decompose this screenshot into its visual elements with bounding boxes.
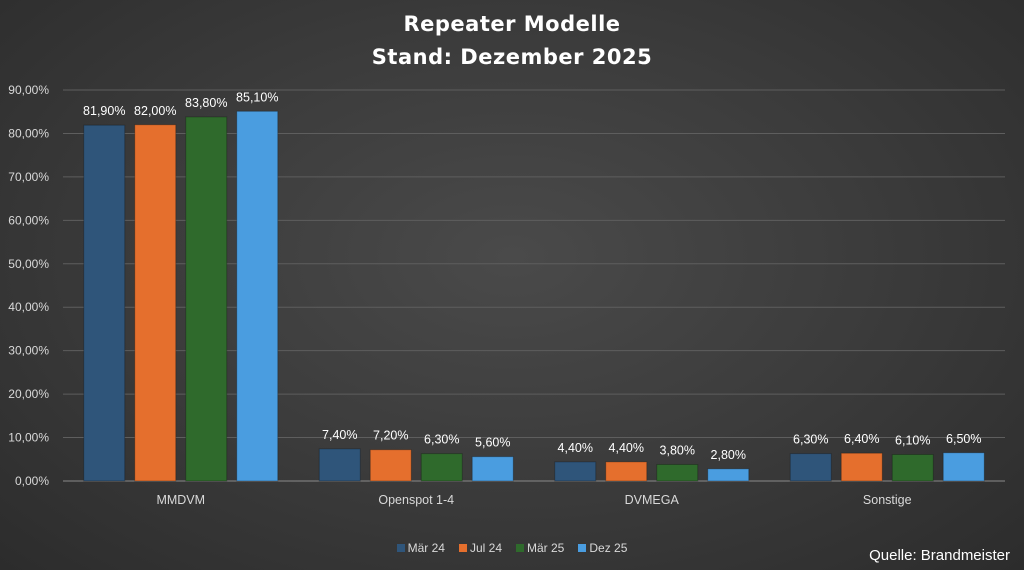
bar bbox=[318, 448, 361, 482]
data-label: 81,90% bbox=[83, 104, 125, 118]
bar bbox=[942, 452, 985, 482]
legend-label: Mär 24 bbox=[407, 541, 445, 555]
bar bbox=[840, 452, 883, 482]
legend-item: Dez 25 bbox=[578, 541, 627, 555]
legend-label: Jul 24 bbox=[469, 541, 502, 555]
bar bbox=[134, 124, 177, 482]
legend-swatch bbox=[458, 544, 467, 552]
y-tick-label: 90,00% bbox=[8, 83, 49, 97]
legend-item: Mär 25 bbox=[516, 541, 564, 555]
data-label: 2,80% bbox=[711, 448, 746, 462]
data-label: 3,80% bbox=[660, 443, 695, 457]
y-tick-label: 50,00% bbox=[8, 257, 49, 271]
data-label: 85,10% bbox=[236, 90, 278, 104]
bar bbox=[185, 116, 228, 482]
legend-label: Dez 25 bbox=[589, 541, 628, 555]
bar bbox=[605, 461, 648, 482]
data-label: 7,40% bbox=[322, 428, 357, 442]
x-tick-label: DVMEGA bbox=[625, 493, 680, 507]
data-label: 6,10% bbox=[895, 433, 930, 447]
bar bbox=[471, 456, 514, 482]
y-tick-label: 80,00% bbox=[8, 126, 49, 140]
x-tick-label: Sonstige bbox=[863, 493, 912, 507]
legend-item: Jul 24 bbox=[458, 541, 502, 555]
data-label: 83,80% bbox=[185, 96, 227, 110]
chart-subtitle: Stand: Dezember 2025 bbox=[371, 45, 653, 69]
data-label: 6,30% bbox=[424, 433, 459, 447]
data-label: 6,40% bbox=[844, 432, 879, 446]
bar bbox=[554, 461, 597, 482]
legend-swatch bbox=[516, 544, 524, 552]
y-tick-label: 10,00% bbox=[8, 431, 49, 445]
bar bbox=[420, 453, 463, 482]
y-tick-label: 30,00% bbox=[8, 344, 49, 358]
y-tick-label: 0,00% bbox=[15, 474, 49, 488]
data-label: 4,40% bbox=[609, 441, 644, 455]
data-label: 6,50% bbox=[946, 432, 981, 446]
data-label: 5,60% bbox=[475, 436, 510, 450]
data-label: 6,30% bbox=[793, 433, 828, 447]
bar bbox=[789, 453, 832, 482]
bar bbox=[369, 449, 412, 482]
x-tick-label: MMDVM bbox=[156, 493, 205, 507]
bar bbox=[656, 463, 699, 482]
legend-label: Mär 25 bbox=[527, 541, 565, 555]
bar bbox=[236, 110, 279, 482]
data-label: 82,00% bbox=[134, 104, 176, 118]
legend-item: Mär 24 bbox=[396, 541, 445, 555]
y-tick-label: 40,00% bbox=[8, 300, 49, 314]
bar bbox=[891, 453, 934, 482]
chart-title: Repeater Modelle bbox=[403, 12, 621, 36]
data-label: 4,40% bbox=[558, 441, 593, 455]
y-tick-label: 60,00% bbox=[8, 213, 49, 227]
legend-swatch bbox=[578, 544, 587, 552]
chart-legend: Mär 24 Jul 24 Mär 25 Dez 25 bbox=[0, 541, 1024, 555]
x-tick-label: Openspot 1-4 bbox=[378, 493, 454, 507]
y-tick-label: 20,00% bbox=[8, 387, 49, 401]
legend-swatch bbox=[396, 544, 405, 552]
bar bbox=[83, 124, 126, 482]
y-tick-label: 70,00% bbox=[8, 170, 49, 184]
bar bbox=[707, 468, 750, 482]
data-label: 7,20% bbox=[373, 429, 408, 443]
source-note: Quelle: Brandmeister bbox=[869, 547, 1010, 564]
